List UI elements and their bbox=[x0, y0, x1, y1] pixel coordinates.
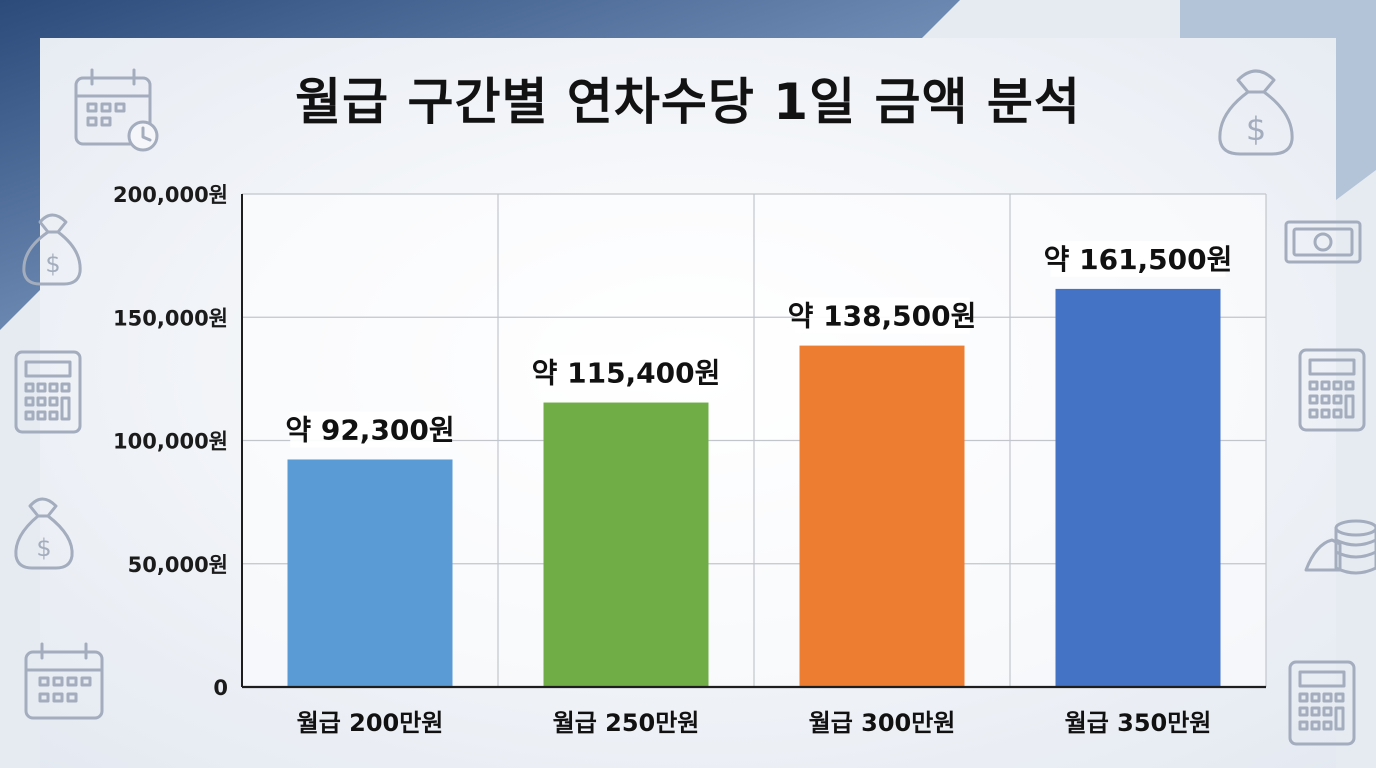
bar bbox=[1055, 288, 1221, 687]
x-tick-label: 월급 250만원 bbox=[553, 709, 700, 737]
calculator-icon bbox=[1298, 348, 1366, 432]
data-label-background bbox=[794, 297, 970, 334]
top-left-accent bbox=[0, 0, 960, 330]
calculator-icon bbox=[14, 350, 82, 434]
y-tick-label: 100,000원 bbox=[113, 430, 228, 454]
banknote-icon bbox=[1284, 220, 1362, 264]
svg-text:$: $ bbox=[36, 534, 51, 562]
y-tick-label: 150,000원 bbox=[113, 306, 228, 330]
money-bag-icon: $ bbox=[22, 213, 82, 286]
x-tick-label: 월급 350만원 bbox=[1065, 709, 1212, 737]
data-label-background bbox=[290, 411, 450, 448]
svg-text:$: $ bbox=[45, 250, 60, 278]
coin-stack-icon bbox=[1304, 519, 1376, 575]
bar bbox=[799, 345, 965, 687]
svg-text:$: $ bbox=[1246, 110, 1266, 148]
data-label: 약 161,500원 bbox=[1044, 243, 1233, 276]
y-tick-label: 200,000원 bbox=[113, 183, 228, 207]
calendar-icon bbox=[24, 642, 104, 720]
data-label-background bbox=[538, 354, 714, 391]
money-bag-icon: $ bbox=[14, 497, 74, 570]
bar bbox=[543, 402, 709, 687]
data-label: 약 92,300원 bbox=[285, 413, 454, 446]
data-label: 약 115,400원 bbox=[532, 357, 721, 390]
y-tick-label: 50,000원 bbox=[128, 553, 228, 577]
y-tick-label: 0 bbox=[213, 676, 228, 700]
x-tick-label: 월급 200만원 bbox=[297, 709, 444, 737]
money-bag-icon: $ bbox=[1218, 69, 1294, 156]
chart-title: 월급 구간별 연차수당 1일 금액 분석 bbox=[295, 73, 1081, 131]
calendar-icon bbox=[74, 68, 159, 152]
bar bbox=[287, 459, 453, 687]
calculator-icon bbox=[1288, 660, 1356, 746]
data-label: 약 138,500원 bbox=[788, 300, 977, 333]
data-label-background bbox=[1050, 240, 1226, 277]
x-tick-label: 월급 300만원 bbox=[809, 709, 956, 737]
